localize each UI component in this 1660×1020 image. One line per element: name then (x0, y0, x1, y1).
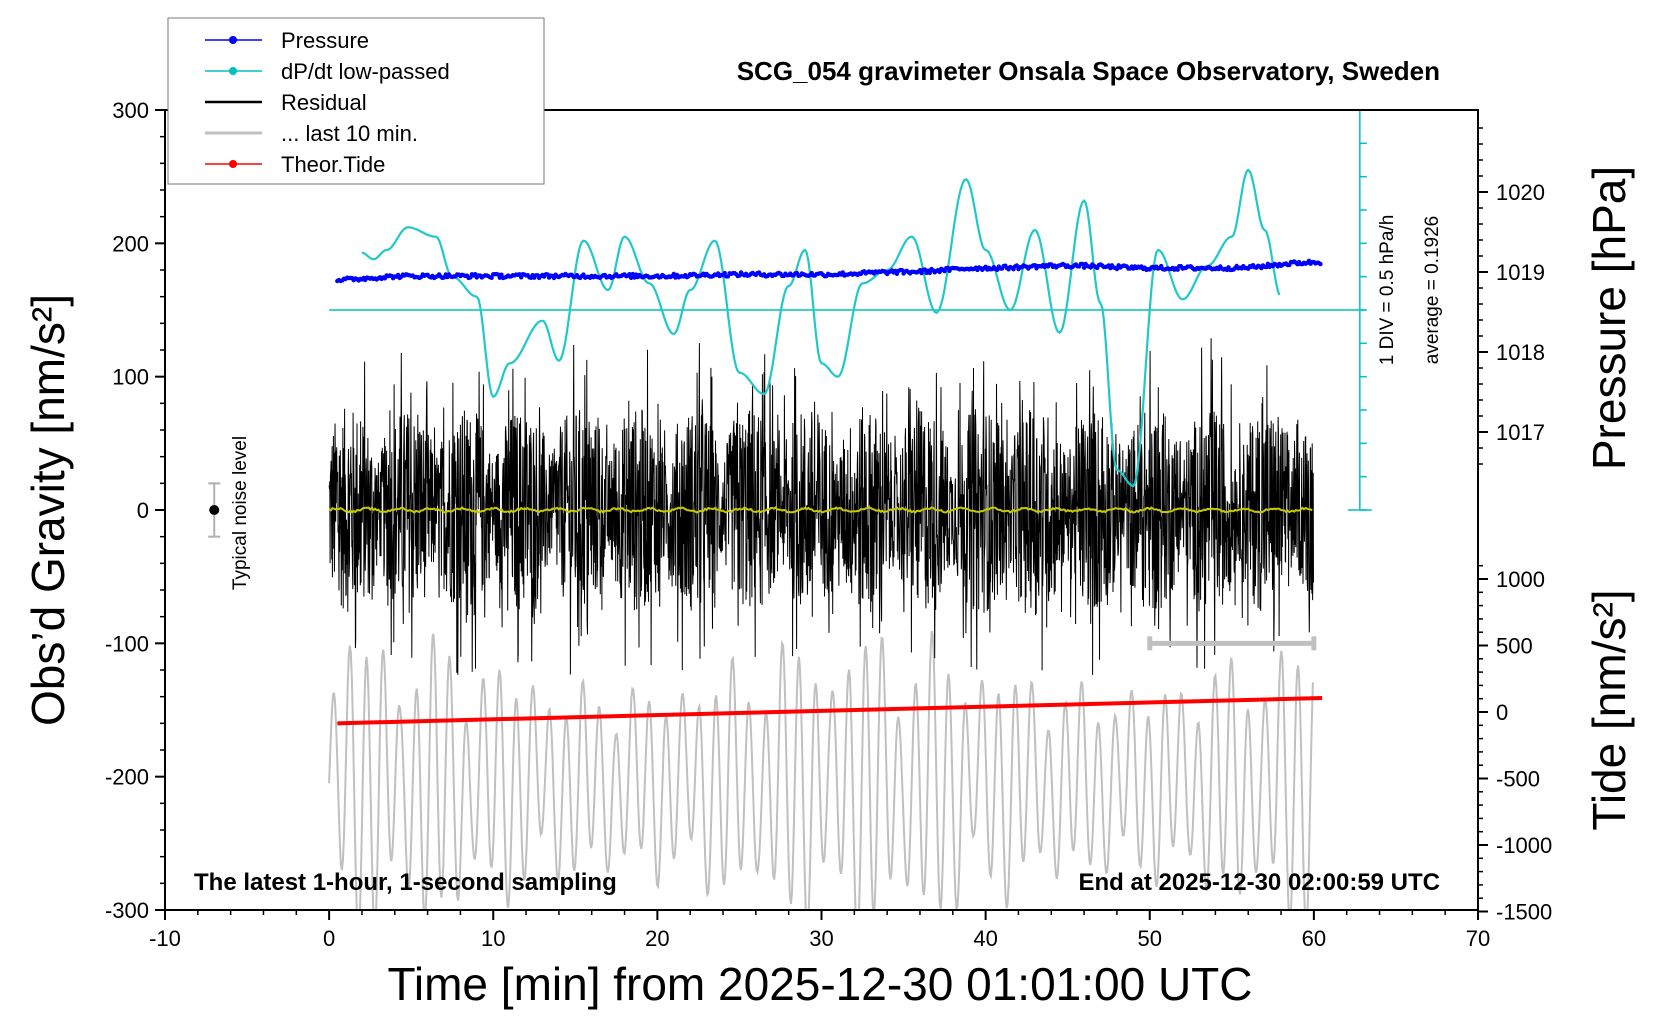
legend-label: Theor.Tide (281, 152, 385, 177)
y-tick-label: 0 (137, 498, 149, 523)
y-axis-tide-label: Tide [nm/s²] (1583, 589, 1635, 830)
pressure-point (927, 270, 932, 276)
x-axis: -10 0 10 20 30 40 50 60 70 (149, 910, 1490, 951)
pressure-tick-label: 1019 (1496, 260, 1545, 285)
chart-title: SCG_054 gravimeter Onsala Space Observat… (737, 56, 1440, 86)
y-tick-label: 200 (112, 231, 149, 256)
tide-tick-label: 1000 (1496, 567, 1545, 592)
x-tick-label: 30 (809, 926, 833, 951)
annotation-end-time: End at 2025-12-30 02:00:59 UTC (1079, 869, 1441, 896)
pressure-point (1081, 265, 1087, 270)
x-tick-label: 10 (481, 926, 505, 951)
scale-avg-label: average = 0.1926 (1422, 216, 1443, 364)
y-axis-pressure-label: Pressure [hPa] (1583, 166, 1635, 470)
x-tick-label: 20 (645, 926, 669, 951)
y-axis-tide: -1500 -1000 -500 0 500 1000 (1478, 564, 1552, 925)
pressure-point (1175, 267, 1180, 272)
x-tick-label: 60 (1302, 926, 1326, 951)
pressure-series (335, 258, 1323, 284)
pressure-point (1080, 261, 1085, 267)
pressure-point (628, 275, 634, 280)
pressure-tick-label: 1017 (1496, 420, 1545, 445)
tide-tick-label: -500 (1496, 767, 1540, 792)
dpdt-series (361, 168, 1281, 488)
pressure-point (489, 275, 494, 280)
y-tick-label: -200 (105, 765, 149, 790)
legend-marker (229, 67, 237, 75)
pressure-point (1318, 261, 1323, 267)
last-10-min-series (328, 630, 1314, 910)
y-axis-gravity: -300 -200 -100 0 100 200 300 (105, 98, 165, 923)
tide-tick-label: 500 (1496, 634, 1533, 659)
theor-tide-series (337, 696, 1323, 726)
pressure-tick-label: 1018 (1496, 340, 1545, 365)
residual-series (328, 338, 1314, 675)
legend-marker (229, 160, 237, 168)
pressure-tick-label: 1020 (1496, 180, 1545, 205)
pressure-point (1014, 263, 1019, 268)
residual-lowpass-series (328, 506, 1313, 514)
x-tick-label: -10 (149, 926, 181, 951)
pressure-point (551, 275, 557, 281)
pressure-point (499, 272, 504, 277)
legend-label: dP/dt low-passed (281, 59, 450, 84)
scale-div-label: 1 DIV = 0.5 hPa/h (1377, 215, 1398, 366)
y-tick-label: -300 (105, 898, 149, 923)
pressure-point (899, 267, 905, 273)
x-axis-label: Time [min] from 2025-12-30 01:01:00 UTC (388, 958, 1253, 1010)
y-tick-label: 100 (112, 365, 149, 390)
y-tick-label: 300 (112, 98, 149, 123)
legend-label: Residual (281, 90, 367, 115)
x-tick-label: 0 (323, 926, 335, 951)
pressure-point (1114, 266, 1120, 272)
legend-label: ... last 10 min. (281, 121, 418, 146)
pressure-point (722, 270, 727, 276)
noise-level-label: Typical noise level (230, 436, 251, 590)
legend-marker (229, 36, 237, 44)
last-10-min-bracket (1147, 636, 1317, 651)
noise-level-indicator (208, 482, 221, 538)
tide-tick-label: 0 (1496, 700, 1508, 725)
tide-tick-label: -1500 (1496, 900, 1552, 925)
y-axis-pressure: 1017 1018 1019 1020 (1478, 127, 1545, 465)
x-tick-label: 70 (1466, 926, 1490, 951)
pressure-point (1264, 264, 1269, 270)
pressure-point (627, 272, 632, 277)
x-tick-label: 40 (973, 926, 997, 951)
legend: Pressure dP/dt low-passed Residual ... last… (167, 17, 545, 185)
x-tick-label: 50 (1138, 926, 1162, 951)
annotation-sampling: The latest 1-hour, 1-second sampling (194, 869, 617, 896)
tide-tick-label: -1000 (1496, 833, 1552, 858)
y-axis-left-label: Obs’d Gravity [nm/s²] (22, 294, 74, 726)
legend-label: Pressure (281, 28, 369, 53)
y-tick-label: -100 (105, 631, 149, 656)
pressure-point (919, 270, 924, 276)
